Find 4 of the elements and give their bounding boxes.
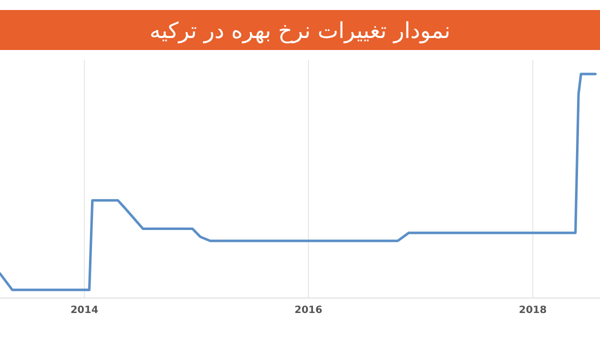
x-tick-label: 2018 [518, 305, 547, 316]
x-tick-label: 2016 [294, 305, 322, 316]
x-tick-label: 2014 [70, 305, 98, 316]
chart-title: نمودار تغییرات نرخ بهره در ترکیه [150, 19, 450, 44]
